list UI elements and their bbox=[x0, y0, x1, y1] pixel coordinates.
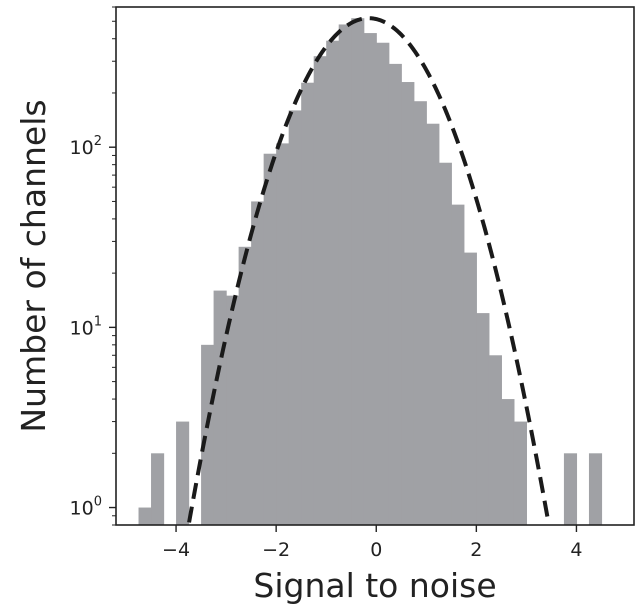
histogram-bar bbox=[363, 33, 377, 525]
histogram-bar bbox=[213, 290, 227, 525]
histogram-bar bbox=[226, 295, 240, 525]
histogram-bar bbox=[451, 204, 465, 525]
histogram-bar bbox=[513, 421, 527, 525]
histogram-bar bbox=[326, 40, 340, 525]
y-tick-label: 100 bbox=[70, 495, 102, 520]
x-tick-label: 2 bbox=[470, 539, 482, 561]
histogram-bar bbox=[401, 82, 415, 525]
x-tick-label: −2 bbox=[262, 539, 290, 561]
histogram-bar bbox=[251, 201, 265, 525]
histogram-bars bbox=[138, 18, 603, 525]
histogram-bar bbox=[138, 507, 152, 525]
histogram-bar bbox=[376, 42, 390, 525]
x-tick-label: −4 bbox=[162, 539, 190, 561]
histogram-bar bbox=[313, 56, 327, 525]
histogram-bar bbox=[288, 110, 302, 525]
x-tick-label: 0 bbox=[370, 539, 382, 561]
plot-border bbox=[115, 6, 635, 526]
histogram-bar bbox=[413, 101, 427, 525]
axes-frame bbox=[115, 6, 635, 526]
y-tick-label: 102 bbox=[70, 134, 102, 159]
histogram-bar bbox=[151, 453, 165, 525]
histogram-bar bbox=[438, 162, 452, 525]
histogram-bar bbox=[276, 143, 290, 525]
histogram-bar bbox=[301, 82, 315, 525]
y-tick-label: 101 bbox=[70, 314, 102, 339]
histogram-bar bbox=[238, 246, 252, 525]
x-axis-label: Signal to noise bbox=[253, 566, 496, 605]
x-axis-ticks: −4 −2 0 2 4 bbox=[162, 525, 582, 561]
y-axis-ticks: 100 101 102 bbox=[70, 6, 116, 526]
y-axis-label: Number of channels bbox=[14, 99, 53, 432]
histogram-bar bbox=[476, 313, 490, 525]
histogram-bar bbox=[176, 421, 190, 525]
histogram-bar bbox=[426, 123, 440, 525]
histogram-bar bbox=[263, 153, 277, 525]
histogram-bar bbox=[338, 24, 352, 525]
histogram-bar bbox=[563, 453, 578, 525]
histogram-bar bbox=[463, 252, 477, 525]
histogram-bar bbox=[201, 344, 215, 525]
histogram-bar bbox=[588, 453, 603, 525]
histogram-bar bbox=[488, 355, 502, 525]
histogram-bar bbox=[388, 63, 402, 525]
histogram-bar bbox=[501, 399, 515, 525]
x-tick-label: 4 bbox=[570, 539, 582, 561]
histogram-bar bbox=[351, 18, 365, 525]
